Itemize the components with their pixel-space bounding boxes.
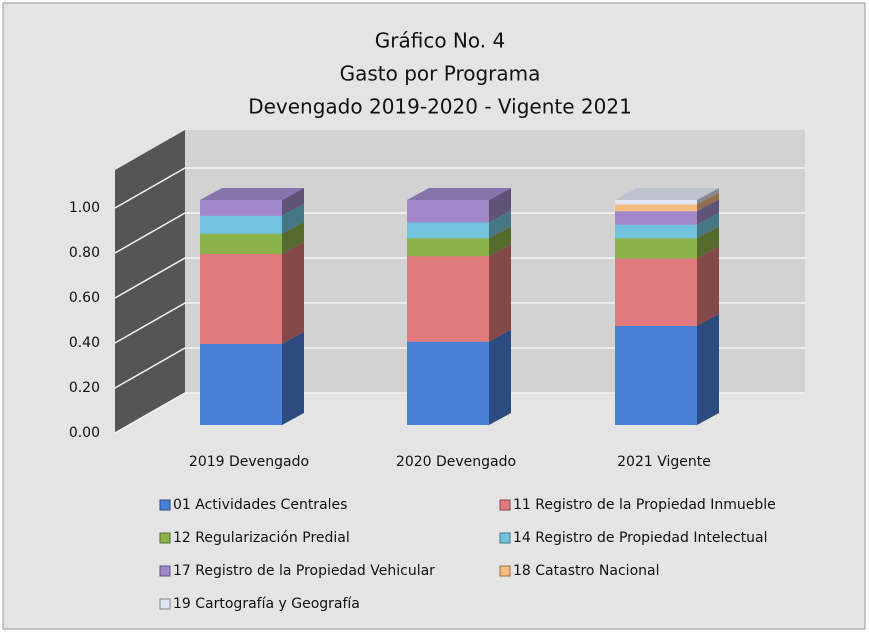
bar-segment (407, 341, 489, 425)
bar-side (697, 192, 719, 212)
x-tick-label: 2019 Devengado (189, 454, 309, 470)
bar-segment (407, 238, 489, 257)
bar-side (697, 314, 719, 425)
bar-side (282, 242, 304, 344)
bar-segment (615, 258, 697, 326)
legend-label: 11 Registro de la Propiedad Inmueble (513, 497, 776, 513)
bar-segment (615, 200, 697, 205)
y-tick-label: 1.00 (69, 200, 100, 216)
legend-label: 12 Regularización Predial (173, 530, 350, 546)
bar-segment (407, 256, 489, 342)
bar-segment (407, 222, 489, 239)
bar-side (697, 199, 719, 225)
y-tick-label: 0.00 (69, 425, 100, 441)
bar-side (489, 244, 511, 342)
bar-top (407, 188, 511, 200)
grid-line (114, 257, 805, 299)
chart-title: Gasto por Programa (340, 62, 541, 86)
bar-segment (615, 211, 697, 225)
bar-side (489, 188, 511, 223)
legend-swatch (159, 499, 171, 511)
side-wall (115, 130, 185, 433)
bar-segment (200, 233, 282, 254)
y-tick-label: 0.80 (69, 245, 100, 261)
bar-segment (615, 204, 697, 212)
bar-segment (200, 200, 282, 216)
legend-swatch (499, 532, 511, 544)
bar-side (697, 188, 719, 205)
bar-top (200, 188, 304, 200)
legend-label: 18 Catastro Nacional (513, 563, 659, 579)
bar-side (697, 246, 719, 326)
legend-swatch (159, 598, 171, 610)
legend-swatch (499, 565, 511, 577)
bar-side (282, 188, 304, 216)
bar-segment (615, 326, 697, 425)
bar-side (697, 212, 719, 239)
grid-line (114, 212, 805, 254)
legend-label: 01 Actividades Centrales (173, 497, 347, 513)
y-tick-label: 0.20 (69, 380, 100, 396)
grid-line (114, 302, 805, 344)
bar-segment (615, 224, 697, 239)
x-tick-label: 2021 Vigente (617, 454, 711, 470)
x-tick-label: 2020 Devengado (396, 454, 516, 470)
bar-side (489, 329, 511, 425)
bar-side (282, 332, 304, 425)
bar-segment (200, 344, 282, 425)
legend-label: 19 Cartografía y Geografía (173, 596, 360, 612)
chart-title: Gráfico No. 4 (375, 29, 505, 53)
chart-title: Devengado 2019-2020 - Vigente 2021 (248, 95, 632, 119)
grid-line (114, 347, 805, 389)
bar-side (489, 210, 511, 239)
y-tick-label: 0.40 (69, 335, 100, 351)
grid-line (114, 167, 805, 209)
grid-line (114, 392, 805, 434)
bar-top (615, 188, 719, 200)
bar-side (489, 226, 511, 257)
bar-segment (615, 238, 697, 259)
bar-segment (200, 215, 282, 234)
bar-side (282, 203, 304, 234)
y-tick-label: 0.60 (69, 290, 100, 306)
bar-segment (407, 200, 489, 223)
bar-side (697, 226, 719, 259)
legend-swatch (499, 499, 511, 511)
legend-swatch (159, 532, 171, 544)
legend-label: 17 Registro de la Propiedad Vehicular (173, 563, 435, 579)
legend-label: 14 Registro de Propiedad Intelectual (513, 530, 768, 546)
bar-side (282, 221, 304, 254)
bar-segment (200, 254, 282, 344)
legend-swatch (159, 565, 171, 577)
